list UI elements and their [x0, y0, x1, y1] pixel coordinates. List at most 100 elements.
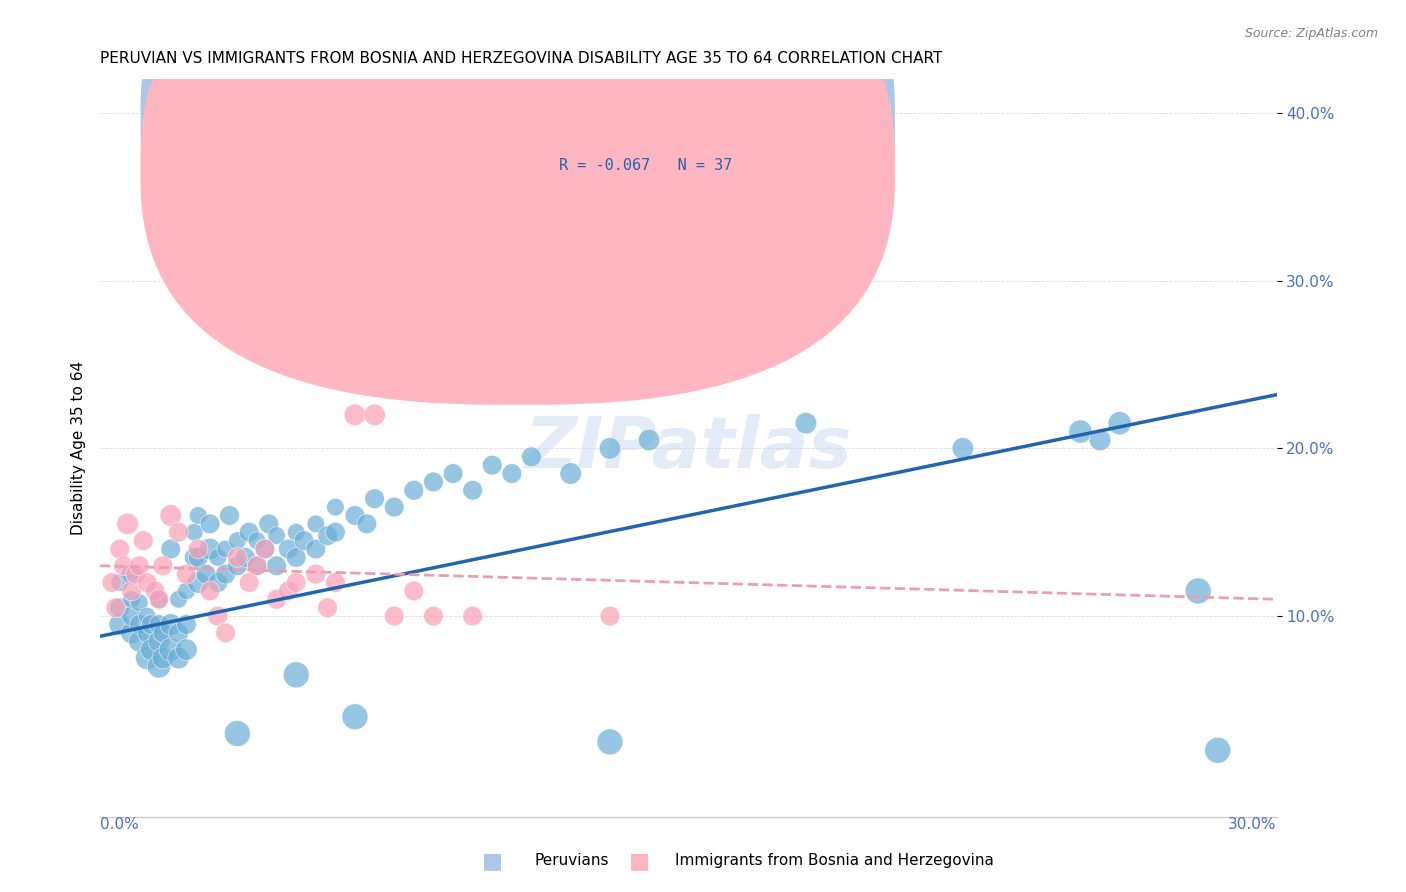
- Point: [501, 467, 523, 481]
- Text: Immigrants from Bosnia and Herzegovina: Immigrants from Bosnia and Herzegovina: [675, 854, 994, 868]
- Point: [238, 575, 260, 590]
- Point: [108, 541, 131, 556]
- Point: [305, 341, 328, 355]
- Point: [117, 516, 139, 531]
- Point: [136, 651, 159, 665]
- Point: [305, 567, 328, 582]
- Point: [176, 617, 198, 632]
- Point: [148, 592, 170, 607]
- Point: [136, 609, 159, 624]
- Point: [152, 651, 174, 665]
- Text: ZIPatlas: ZIPatlas: [524, 414, 852, 483]
- Point: [124, 567, 146, 582]
- Point: [108, 600, 131, 615]
- Point: [316, 600, 339, 615]
- Point: [108, 617, 131, 632]
- Text: 30.0%: 30.0%: [1227, 817, 1277, 832]
- Point: [112, 558, 135, 573]
- Point: [167, 592, 190, 607]
- Point: [226, 550, 249, 565]
- Point: [198, 516, 221, 531]
- Point: [152, 558, 174, 573]
- Point: [187, 508, 209, 523]
- Text: R = -0.067   N = 37: R = -0.067 N = 37: [560, 158, 733, 173]
- Point: [187, 541, 209, 556]
- Point: [214, 541, 236, 556]
- Point: [128, 558, 150, 573]
- Point: [159, 642, 181, 657]
- Point: [246, 558, 269, 573]
- Point: [1108, 416, 1130, 430]
- Y-axis label: Disability Age 35 to 64: Disability Age 35 to 64: [72, 361, 86, 535]
- Point: [266, 558, 288, 573]
- Point: [402, 584, 425, 599]
- Point: [481, 458, 503, 472]
- Point: [226, 257, 249, 271]
- Point: [382, 500, 405, 514]
- Text: Source: ZipAtlas.com: Source: ZipAtlas.com: [1244, 27, 1378, 40]
- Point: [253, 173, 276, 187]
- Point: [344, 710, 367, 724]
- Point: [382, 609, 405, 624]
- Point: [266, 592, 288, 607]
- Point: [214, 567, 236, 582]
- Point: [128, 596, 150, 610]
- Point: [226, 533, 249, 548]
- Point: [1069, 425, 1091, 439]
- Point: [285, 525, 308, 540]
- Point: [167, 651, 190, 665]
- Point: [461, 609, 484, 624]
- Point: [285, 575, 308, 590]
- Point: [402, 483, 425, 498]
- Point: [325, 575, 347, 590]
- Point: [132, 533, 155, 548]
- Point: [128, 617, 150, 632]
- Point: [148, 592, 170, 607]
- Point: [363, 491, 385, 506]
- Point: [176, 642, 198, 657]
- Point: [121, 584, 143, 599]
- Point: [422, 475, 444, 489]
- Point: [128, 634, 150, 648]
- Point: [638, 433, 661, 447]
- Point: [207, 609, 229, 624]
- Point: [356, 516, 378, 531]
- Point: [363, 408, 385, 422]
- Point: [148, 659, 170, 673]
- Point: [560, 467, 582, 481]
- Point: [1206, 743, 1229, 757]
- Point: [198, 541, 221, 556]
- Point: [152, 626, 174, 640]
- Point: [143, 584, 166, 599]
- Point: [101, 575, 124, 590]
- Point: [253, 541, 276, 556]
- Text: PERUVIAN VS IMMIGRANTS FROM BOSNIA AND HERZEGOVINA DISABILITY AGE 35 TO 64 CORRE: PERUVIAN VS IMMIGRANTS FROM BOSNIA AND H…: [100, 51, 942, 66]
- Point: [316, 528, 339, 542]
- Point: [233, 550, 256, 565]
- Point: [1187, 584, 1209, 599]
- Point: [257, 516, 280, 531]
- Point: [121, 567, 143, 582]
- Point: [121, 626, 143, 640]
- Point: [246, 558, 269, 573]
- Point: [159, 508, 181, 523]
- Point: [121, 592, 143, 607]
- Point: [104, 600, 127, 615]
- Point: [167, 525, 190, 540]
- Point: [305, 516, 328, 531]
- Point: [187, 550, 209, 565]
- Point: [599, 609, 621, 624]
- Point: [599, 735, 621, 749]
- Point: [207, 550, 229, 565]
- Point: [198, 584, 221, 599]
- Point: [136, 575, 159, 590]
- Point: [139, 642, 162, 657]
- Point: [441, 467, 464, 481]
- Point: [344, 408, 367, 422]
- Point: [285, 550, 308, 565]
- Point: [599, 442, 621, 456]
- FancyBboxPatch shape: [142, 0, 894, 356]
- Point: [1088, 433, 1111, 447]
- Point: [461, 483, 484, 498]
- Point: [207, 575, 229, 590]
